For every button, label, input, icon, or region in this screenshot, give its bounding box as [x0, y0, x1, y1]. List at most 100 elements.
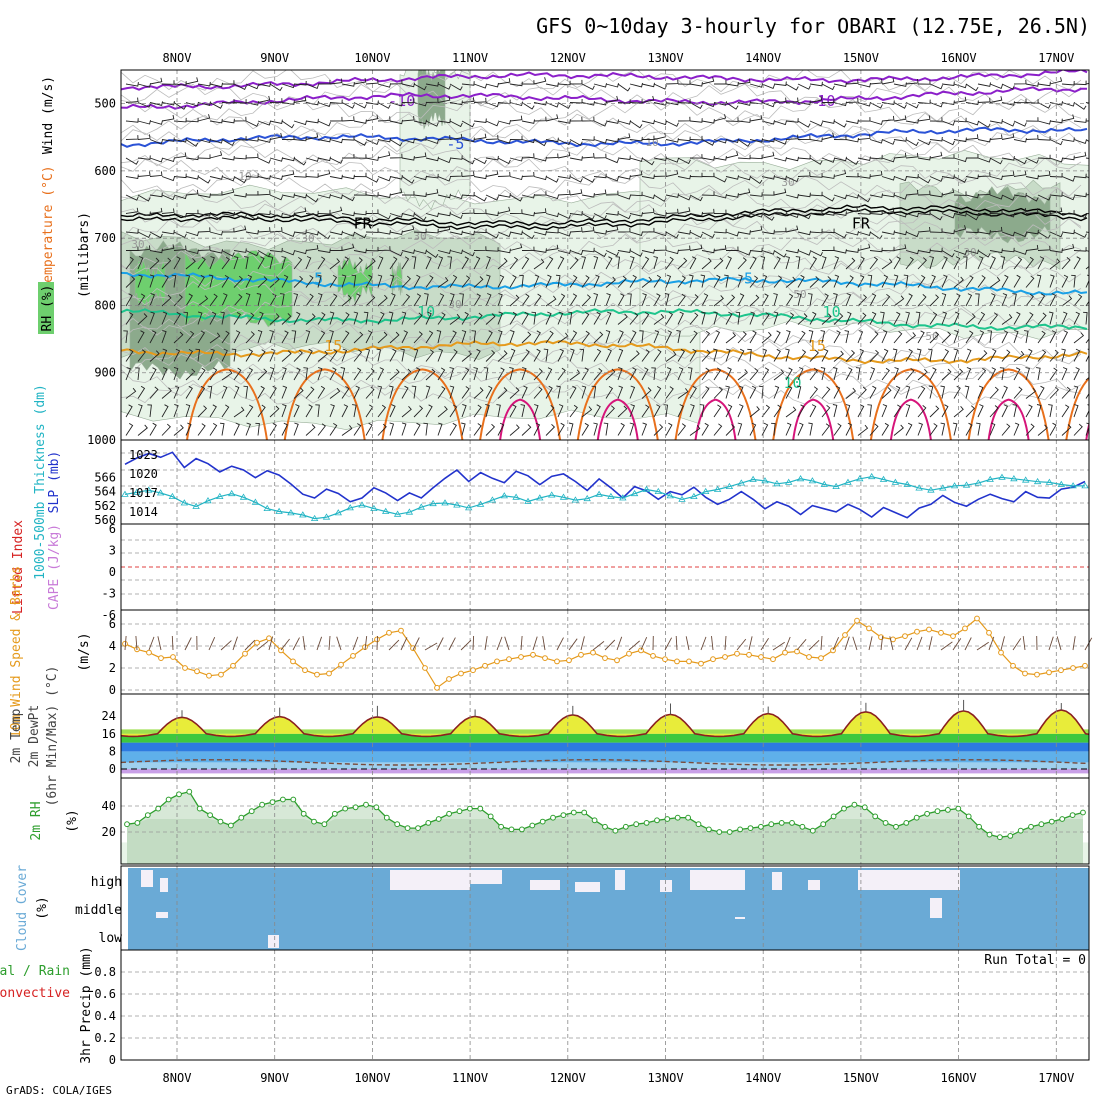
wind-barb	[605, 95, 619, 103]
wind-barb	[1025, 423, 1035, 436]
wind-barb	[869, 349, 880, 362]
wind-barb	[545, 295, 557, 307]
wind-barb	[677, 257, 688, 270]
wind-barb	[269, 132, 283, 140]
wind-barb	[245, 250, 259, 257]
wind-barb	[641, 404, 650, 418]
wind-barb	[425, 311, 432, 325]
wind-speed-point	[302, 667, 308, 674]
wind-barb	[281, 274, 289, 288]
thickness-point	[761, 477, 769, 484]
surface-wind-barb	[532, 636, 538, 651]
surface-wind-barb	[904, 637, 913, 651]
wind-barb	[125, 312, 134, 325]
wind-barb	[437, 422, 443, 436]
wind-barb	[629, 82, 643, 88]
wind-barb	[413, 331, 423, 344]
thickness-tick: 560	[94, 513, 116, 527]
wind-barb	[185, 349, 194, 362]
surface-wind-barb	[940, 641, 953, 651]
surface-wind-barb	[724, 635, 727, 651]
wind-barb	[989, 248, 1003, 254]
wind-barb	[796, 293, 802, 307]
wind-barb	[629, 367, 637, 381]
slp-tick: 1014	[129, 505, 158, 519]
wind-barb	[293, 120, 307, 126]
axis-ticks: 8NOV8NOV9NOV9NOV10NOV10NOV11NOV11NOV12NO…	[87, 51, 1074, 1085]
wind-barb	[797, 250, 811, 256]
wind-barb	[461, 422, 466, 436]
wind-barb	[293, 249, 307, 255]
rh2m-point	[456, 808, 463, 815]
wind-barb	[365, 114, 379, 122]
wind-barb	[749, 275, 759, 288]
wind-barb	[305, 348, 313, 362]
wind-barb	[353, 78, 367, 85]
surface-wind-barb	[496, 636, 503, 651]
wind-barb	[725, 332, 737, 344]
wind-barb	[509, 404, 517, 418]
wind-barb	[940, 385, 945, 399]
wind-barb	[137, 194, 151, 202]
wind-barb	[749, 256, 757, 270]
wind-barb	[701, 422, 709, 436]
wind-barb	[161, 311, 168, 325]
wind-barb	[365, 348, 371, 362]
wind-barb	[929, 176, 943, 182]
wind-barb	[641, 387, 652, 399]
wind-barb	[965, 174, 979, 180]
wind-barb	[665, 312, 674, 325]
wind-speed-label: 10m Wind Speed & Barbs	[9, 566, 24, 738]
wind-barb	[905, 231, 919, 238]
wind-barb	[1037, 102, 1051, 109]
thickness-point	[1081, 482, 1089, 489]
wind-barb	[1036, 404, 1042, 418]
wind-barb	[329, 404, 335, 418]
rh2m-label: 2m RH	[29, 801, 44, 840]
wind-barb	[281, 256, 286, 270]
rh2m-point	[383, 814, 390, 821]
wind-barb	[989, 276, 1001, 288]
wind-barb	[341, 174, 355, 180]
wind-barb	[977, 404, 984, 418]
wind-barb	[149, 292, 155, 307]
surface-wind-barb	[675, 635, 678, 651]
wind-barb	[281, 422, 289, 436]
thickness-point	[1045, 478, 1054, 485]
wind-barb	[401, 138, 415, 144]
thickness-point	[358, 501, 366, 508]
wind-barb	[557, 367, 566, 381]
wind-barb	[749, 330, 757, 344]
wind-barb	[1049, 231, 1063, 238]
wind-barb	[737, 78, 751, 85]
wind-barb	[1061, 137, 1075, 142]
wind-barb	[125, 423, 134, 436]
wind-barb	[713, 386, 723, 399]
wind-barb	[893, 367, 899, 381]
wind-barb	[257, 311, 264, 325]
wind-barb	[509, 209, 523, 214]
wind-barb	[941, 404, 949, 418]
wind-barb	[676, 330, 681, 344]
wind-barb	[905, 367, 915, 381]
wind-barb	[185, 175, 199, 180]
wind-barb	[243, 385, 249, 399]
wind-barb	[449, 213, 463, 220]
wind-barb	[941, 188, 955, 196]
wind-barb	[641, 95, 655, 103]
wind-barb	[677, 207, 691, 214]
thickness-point	[867, 472, 876, 480]
wind-barb	[1061, 243, 1075, 251]
date-label-bottom: 12NOV	[550, 1071, 586, 1085]
wind-barb	[521, 171, 535, 177]
wind-barb	[965, 120, 980, 126]
wind-barb	[485, 274, 491, 288]
wind-barb	[1013, 350, 1025, 362]
wind-barb	[317, 385, 326, 399]
wind-barb	[1049, 422, 1057, 436]
wind-barb	[881, 330, 888, 344]
wind-barb	[1025, 312, 1034, 325]
surface-wind-barb	[520, 635, 523, 651]
wind-barb	[389, 256, 398, 270]
wind-barb	[893, 424, 904, 436]
